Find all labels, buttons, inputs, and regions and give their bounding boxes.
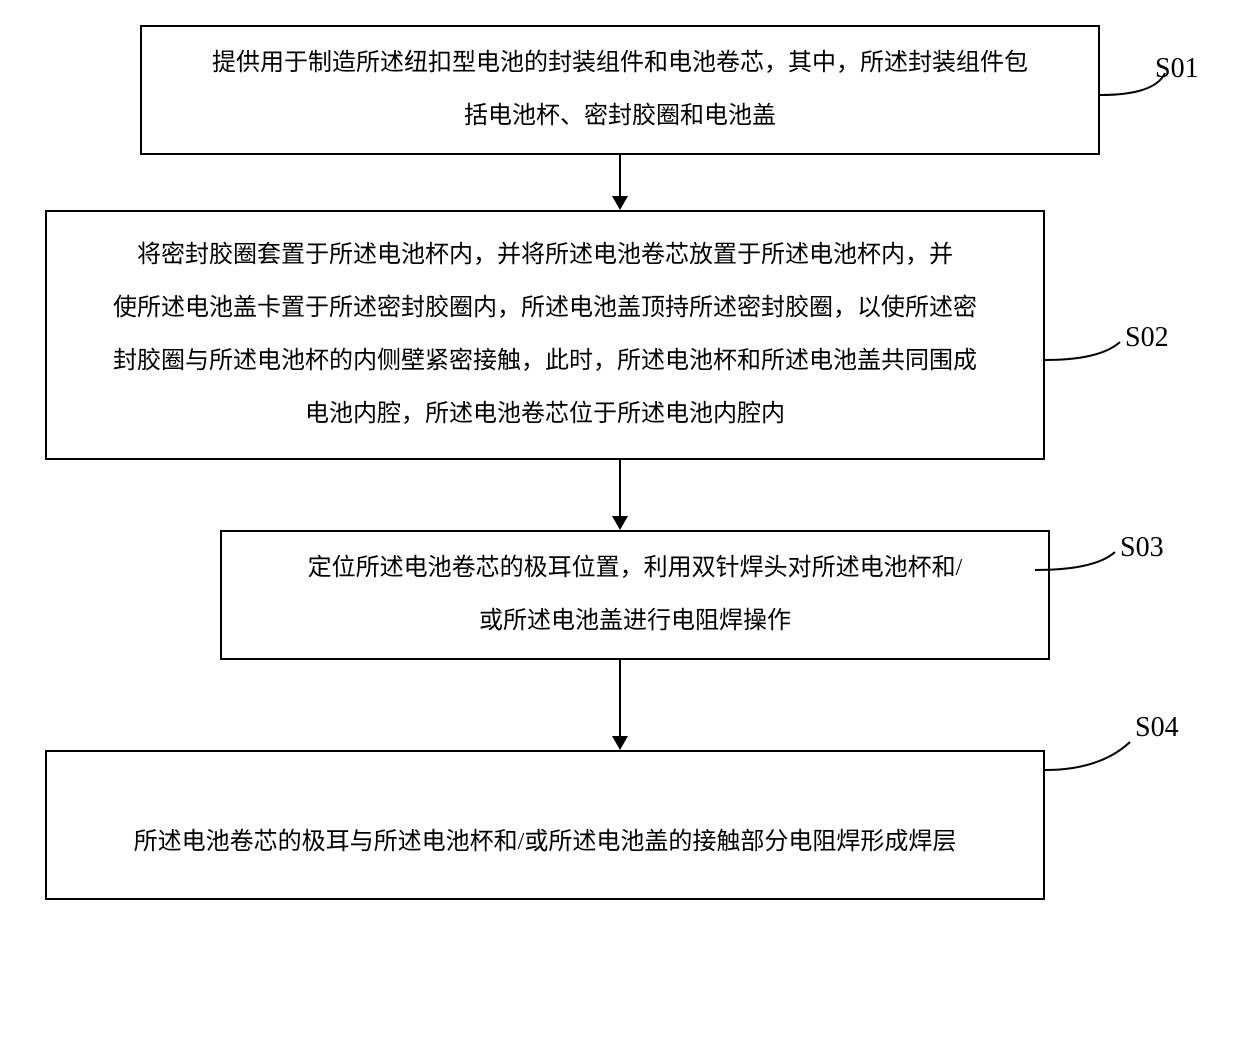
step-text: 将密封胶圈套置于所述电池杯内，并将所述电池卷芯放置于所述电池杯内，并 <box>137 229 953 282</box>
arrow-s03-s04 <box>45 660 1195 750</box>
step-text: 或所述电池盖进行电阻焊操作 <box>479 595 791 648</box>
step-text: 封胶圈与所述电池杯的内侧壁紧密接触，此时，所述电池杯和所述电池盖共同围成 <box>113 335 977 388</box>
step-label-s03: S03 <box>1120 532 1164 564</box>
step-text: 定位所述电池卷芯的极耳位置，利用双针焊头对所述电池杯和/ <box>308 542 963 595</box>
arrow-s01-s02 <box>45 155 1195 210</box>
step-row-s01: 提供用于制造所述纽扣型电池的封装组件和电池卷芯，其中，所述封装组件包 括电池杯、… <box>45 25 1195 155</box>
step-row-s04: 所述电池卷芯的极耳与所述电池杯和/或所述电池盖的接触部分电阻焊形成焊层 S04 <box>45 750 1195 900</box>
step-label-s01: S01 <box>1155 53 1199 85</box>
flowchart-container: 提供用于制造所述纽扣型电池的封装组件和电池卷芯，其中，所述封装组件包 括电池杯、… <box>45 25 1195 900</box>
step-row-s03: 定位所述电池卷芯的极耳位置，利用双针焊头对所述电池杯和/ 或所述电池盖进行电阻焊… <box>45 530 1195 660</box>
step-box-s01: 提供用于制造所述纽扣型电池的封装组件和电池卷芯，其中，所述封装组件包 括电池杯、… <box>140 25 1100 155</box>
step-box-s02: 将密封胶圈套置于所述电池杯内，并将所述电池卷芯放置于所述电池杯内，并 使所述电池… <box>45 210 1045 460</box>
step-text: 使所述电池盖卡置于所述密封胶圈内，所述电池盖顶持所述密封胶圈，以使所述密 <box>113 282 977 335</box>
step-box-s04: 所述电池卷芯的极耳与所述电池杯和/或所述电池盖的接触部分电阻焊形成焊层 <box>45 750 1045 900</box>
step-box-s03: 定位所述电池卷芯的极耳位置，利用双针焊头对所述电池杯和/ 或所述电池盖进行电阻焊… <box>220 530 1050 660</box>
step-text: 括电池杯、密封胶圈和电池盖 <box>464 90 776 143</box>
step-text: 提供用于制造所述纽扣型电池的封装组件和电池卷芯，其中，所述封装组件包 <box>212 37 1028 90</box>
step-text: 所述电池卷芯的极耳与所述电池杯和/或所述电池盖的接触部分电阻焊形成焊层 <box>134 816 957 869</box>
step-label-s02: S02 <box>1125 322 1169 354</box>
step-text: 电池内腔，所述电池卷芯位于所述电池内腔内 <box>305 388 785 441</box>
arrow-s02-s03 <box>45 460 1195 530</box>
step-label-s04: S04 <box>1135 712 1179 744</box>
step-row-s02: 将密封胶圈套置于所述电池杯内，并将所述电池卷芯放置于所述电池杯内，并 使所述电池… <box>45 210 1195 460</box>
